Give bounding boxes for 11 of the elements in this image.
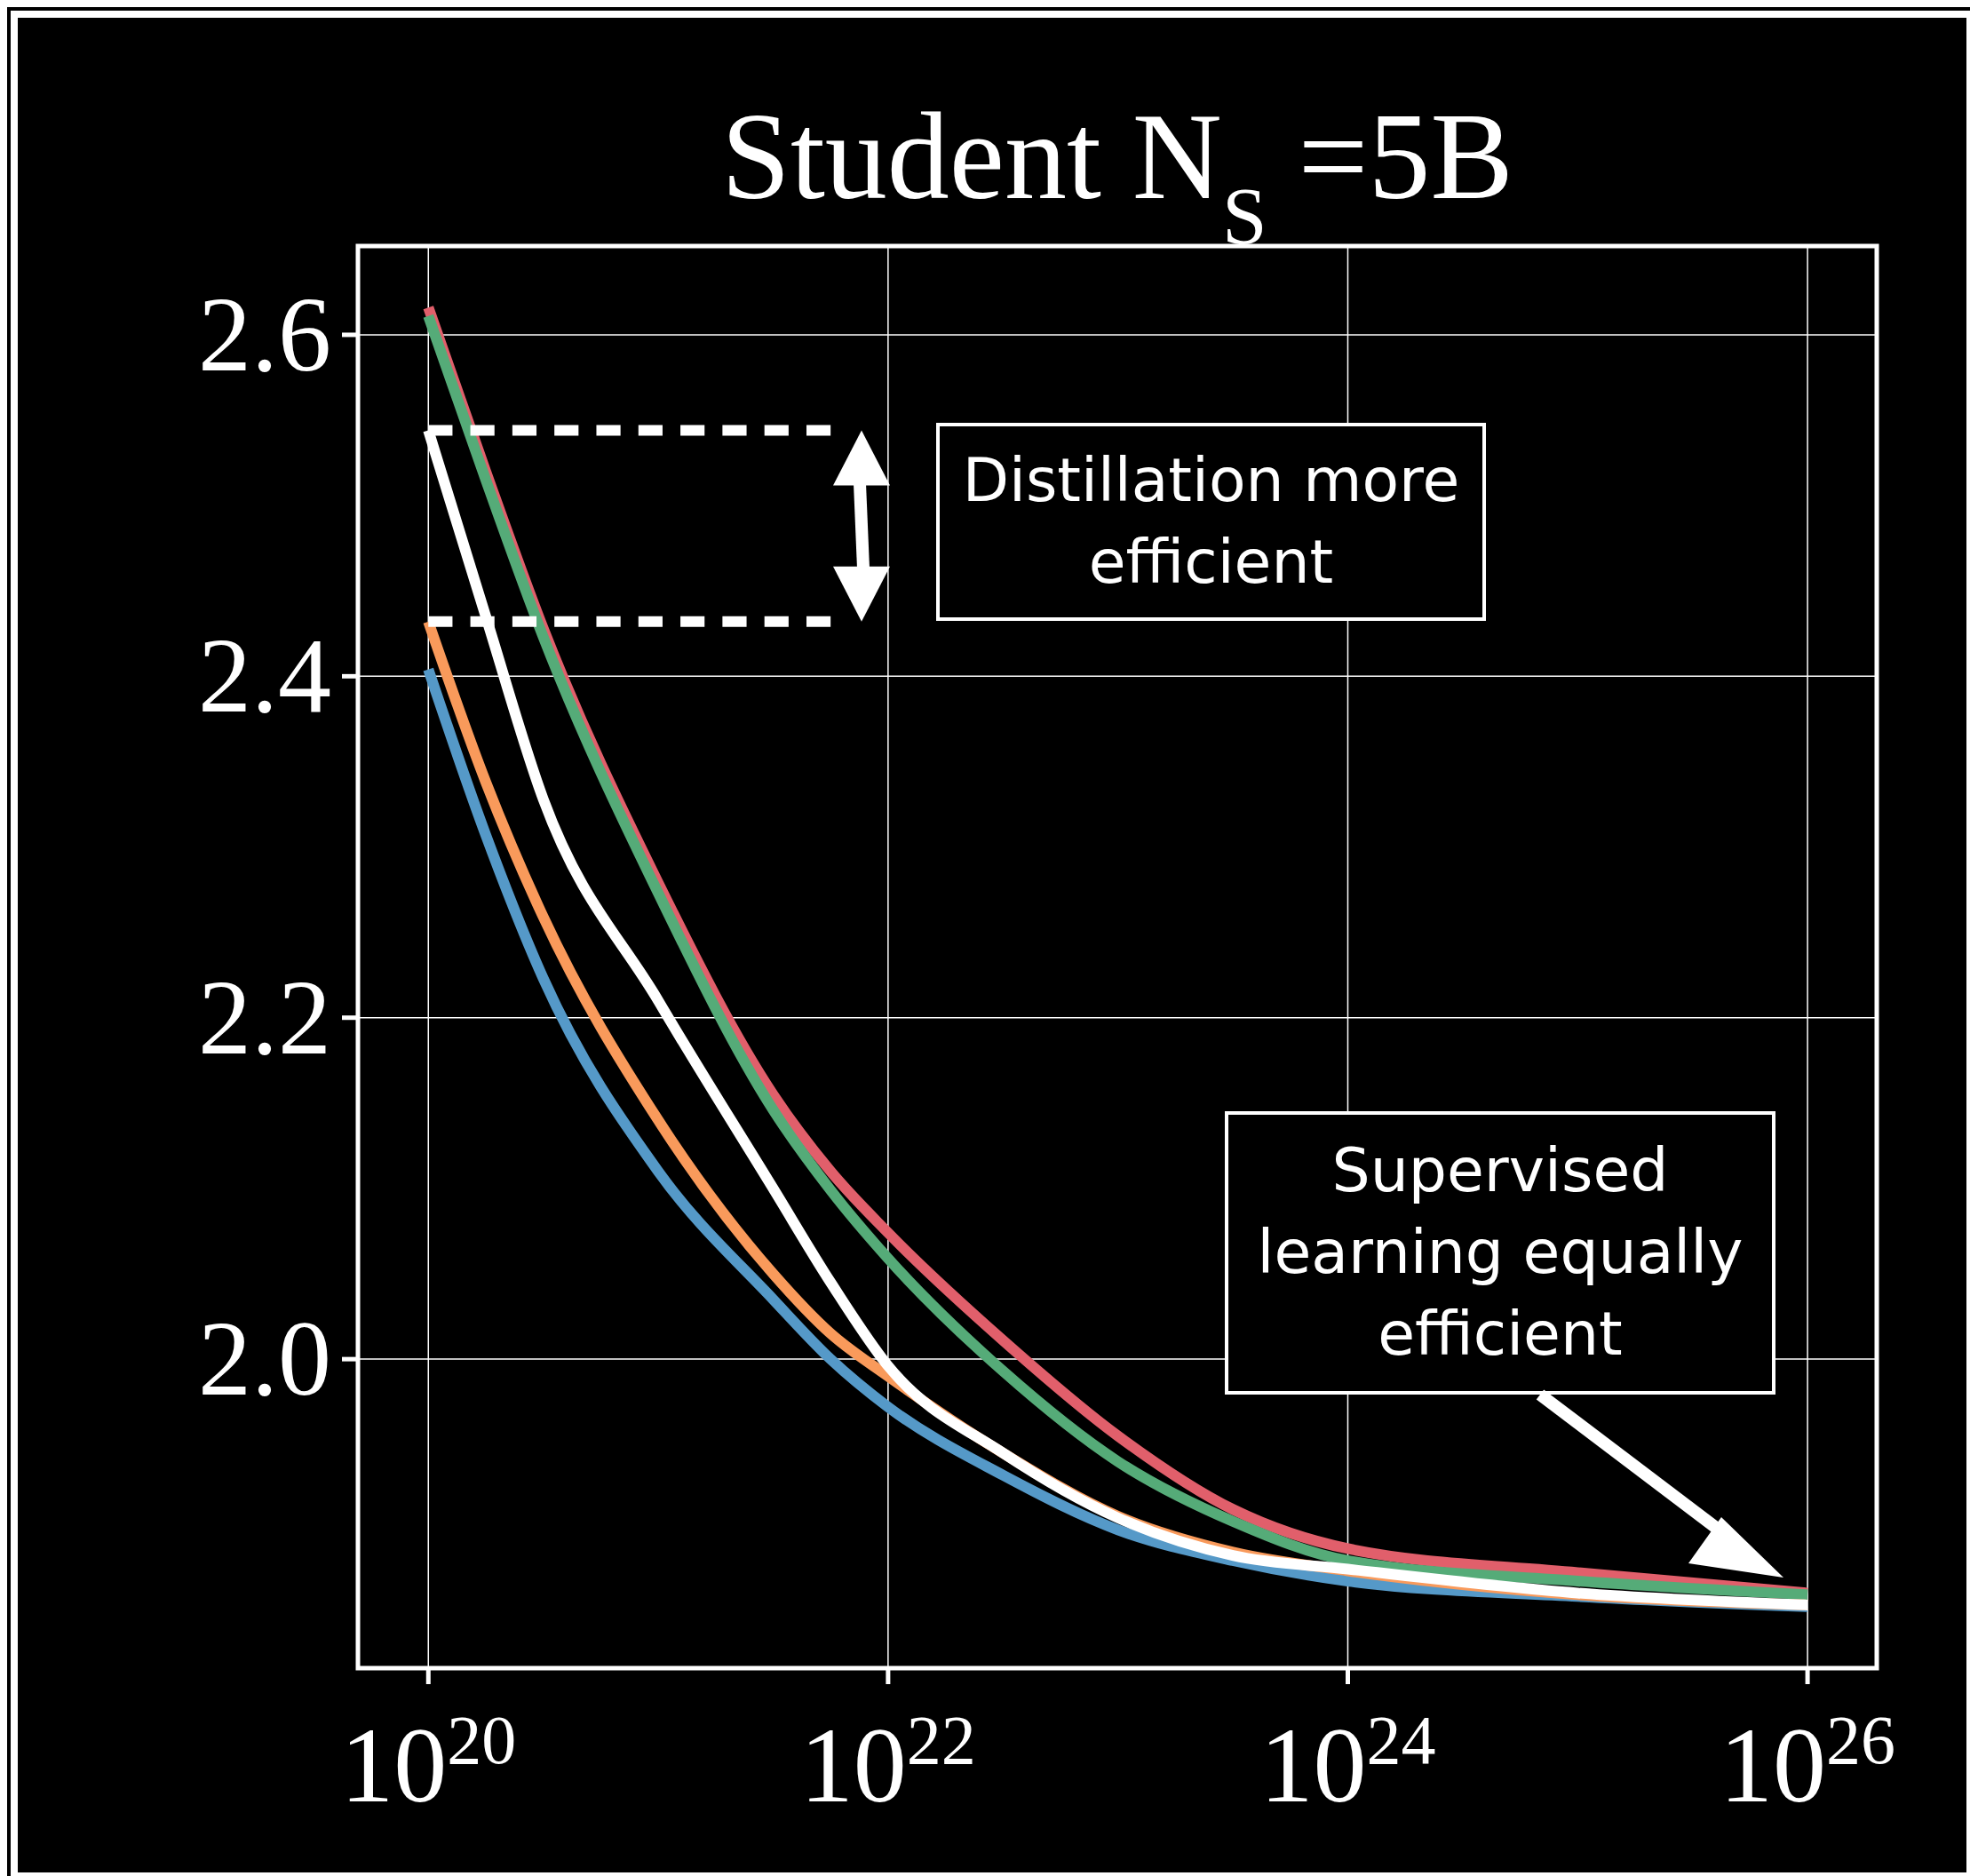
y-tick-label: 2.4 xyxy=(198,616,331,735)
annotation: Supervised learning equally efficient xyxy=(1257,1134,1744,1369)
y-tick-label: 2.0 xyxy=(198,1300,331,1419)
y-tick-label: 2.2 xyxy=(198,958,331,1077)
chart-title: Student N$_{S}$ =5B xyxy=(721,87,1513,261)
x-tick-label: 10$^{24}$ xyxy=(1259,1700,1436,1824)
y-tick-label: 2.6 xyxy=(198,274,331,393)
x-tick-label: 10$^{22}$ xyxy=(799,1700,976,1824)
x-tick-label: 10$^{26}$ xyxy=(1720,1700,1896,1824)
annotation: Distillation more efficient xyxy=(962,444,1460,597)
x-tick-label: 10$^{20}$ xyxy=(340,1700,517,1824)
